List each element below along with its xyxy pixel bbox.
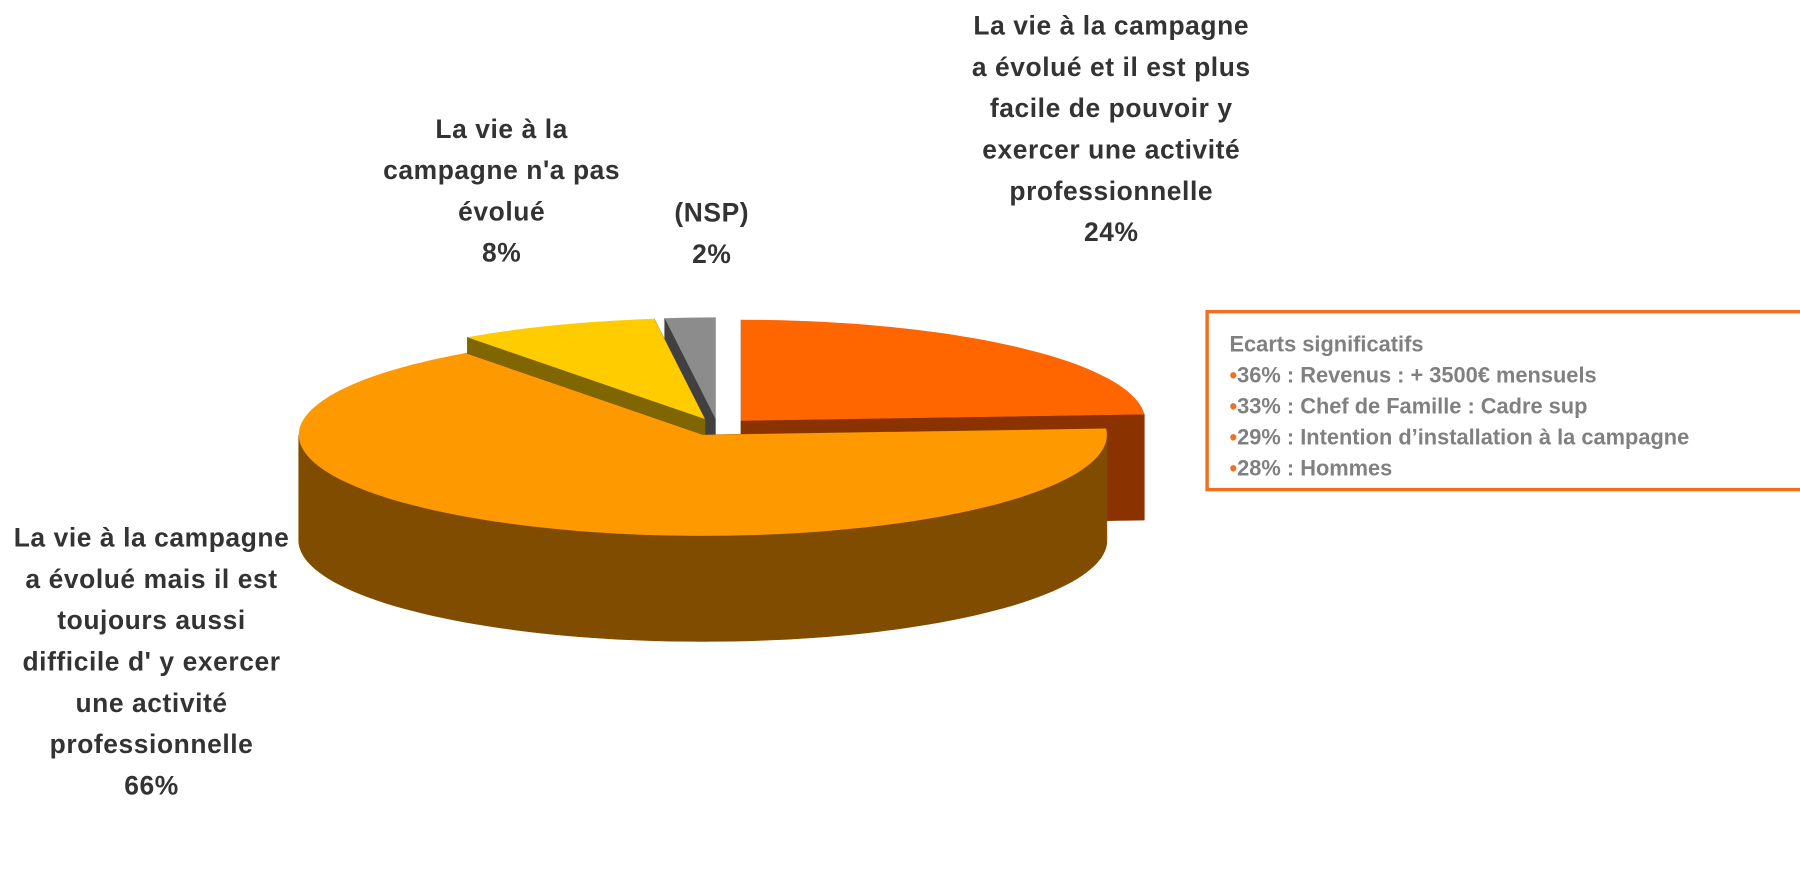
annotation-title: Ecarts significatifs <box>1229 332 1424 358</box>
category-name: La vie à la campagne a évolué et il est … <box>971 10 1251 206</box>
category-name: La vie à la campagne a évolué mais il es… <box>13 522 290 759</box>
annotation-item: 28% : Hommes <box>1230 453 1800 484</box>
slice-wall <box>298 434 1108 642</box>
slice-label: (NSP) 2% <box>626 192 798 275</box>
annotation-item: 33% : Chef de Famille : Cadre sup <box>1230 391 1800 422</box>
slice-top <box>467 318 705 420</box>
slice-top <box>741 319 1145 421</box>
slice-label: La vie à la campagne a évolué et il est … <box>968 5 1255 253</box>
slice-label: La vie à la campagne a évolué mais il es… <box>8 517 295 806</box>
value-label: 8% <box>482 237 522 268</box>
slice-label: La vie à la campagne n'a pas évolué 8% <box>375 108 628 273</box>
annotation-item: 29% : Intention d’installation à la camp… <box>1230 422 1800 453</box>
slice-top <box>664 317 716 419</box>
value-label: 24% <box>1083 216 1139 247</box>
value-label: 66% <box>124 770 179 801</box>
value-label: 2% <box>692 238 732 269</box>
annotation-item: 36% : Revenus : + 3500€ mensuels <box>1230 360 1800 391</box>
category-name: La vie à la campagne n'a pas évolué <box>383 113 621 227</box>
category-name: (NSP) <box>674 197 750 228</box>
annotation-box: Ecarts significatifs 36% : Revenus : + 3… <box>1205 309 1800 492</box>
slice-top <box>298 353 1107 536</box>
